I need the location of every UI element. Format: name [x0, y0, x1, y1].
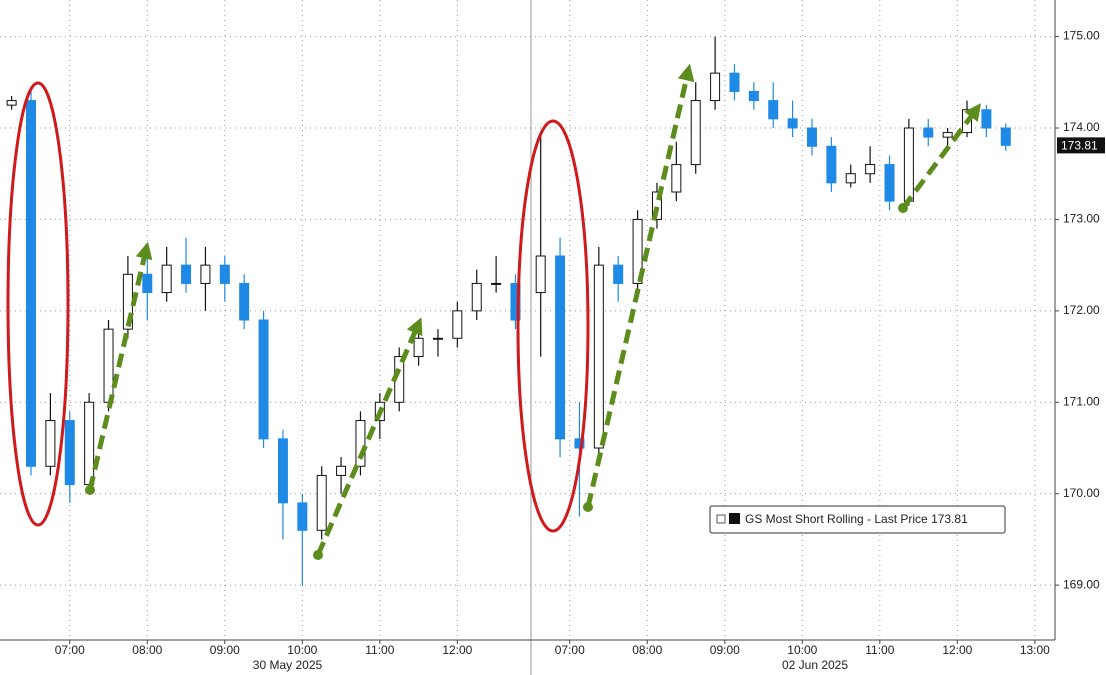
candle-body: [355, 420, 366, 467]
arrow-start: [85, 485, 95, 495]
y-tick-label: 172.00: [1063, 303, 1100, 317]
candle-body: [316, 474, 327, 531]
date-label: 30 May 2025: [253, 658, 323, 672]
y-tick-label: 171.00: [1063, 394, 1100, 408]
last-price-box: [1057, 137, 1105, 154]
axes: 169.00 170.00 171.00 172.00 173.00 174.00 175.…: [55, 29, 1105, 672]
candle-body: [768, 100, 779, 120]
candle-body: [239, 282, 250, 321]
candle-body: [729, 72, 740, 92]
trend-arrow: [87, 241, 153, 491]
legend-swatch: [729, 513, 740, 524]
x-tick-label: 07:00: [55, 643, 85, 657]
candle-body: [806, 127, 817, 147]
candle-body: [574, 438, 585, 449]
candles: [6, 36, 1011, 586]
candle-body: [491, 282, 502, 285]
legend: GS Most Short Rolling - Last Price 173.8…: [709, 505, 1006, 534]
legend-label: GS Most Short Rolling - Last Price 173.8…: [745, 512, 968, 526]
date-label: 02 Jun 2025: [782, 658, 848, 672]
candle-body: [200, 264, 211, 284]
x-tick-label: 11:00: [865, 643, 894, 657]
trend-arrow: [315, 317, 423, 556]
candle-body: [26, 100, 37, 467]
candle-body: [103, 328, 114, 403]
candle-body: [84, 401, 95, 486]
y-tick-label: 170.00: [1063, 486, 1100, 500]
candle-body: [981, 109, 992, 129]
candle-body: [555, 255, 566, 440]
y-tick-label: 174.00: [1063, 120, 1100, 134]
candle-body: [161, 264, 172, 294]
annotations: [6, 63, 982, 560]
candle-body: [651, 191, 662, 220]
candle-body: [510, 282, 521, 321]
candle-body: [452, 310, 463, 339]
candle-body: [45, 420, 56, 467]
arrow-start: [583, 502, 593, 512]
legend-name: GS Most Short Rolling - Last Price: [745, 512, 928, 526]
candle-body: [471, 282, 482, 312]
candle-body: [1000, 127, 1011, 146]
highlight-ellipse: [516, 119, 590, 533]
candle-body: [845, 173, 856, 184]
y-tick-label: 173.00: [1063, 212, 1100, 226]
candle-body: [923, 127, 934, 138]
candle-body: [748, 90, 759, 102]
arrow-start: [898, 203, 908, 213]
x-tick-label: 12:00: [942, 643, 972, 657]
x-tick-label: 10:00: [287, 643, 317, 657]
candle-body: [613, 264, 624, 284]
x-tick-label: 07:00: [555, 643, 585, 657]
candle-body: [671, 164, 682, 193]
candle-body: [632, 218, 643, 284]
legend-toggle[interactable]: [716, 514, 726, 524]
candle-body: [826, 145, 837, 184]
y-tick-label: 169.00: [1063, 577, 1100, 591]
x-tick-label: 09:00: [710, 643, 740, 657]
highlight-ellipse: [6, 81, 70, 527]
candle-body: [181, 264, 192, 284]
legend-box: [709, 505, 1006, 534]
candle-body: [6, 100, 17, 106]
candle-body: [884, 164, 895, 202]
candle-body: [432, 337, 443, 340]
candle-body: [219, 264, 230, 284]
candle-body: [258, 319, 269, 440]
x-tick-label: 13:00: [1020, 643, 1050, 657]
candle-body: [413, 337, 424, 358]
last-price-label: 173.81: [1061, 139, 1098, 153]
candle-body: [593, 264, 604, 449]
candle-body: [336, 465, 347, 476]
x-tick-label: 08:00: [632, 643, 662, 657]
candle-body: [64, 420, 75, 486]
candle-body: [710, 72, 721, 102]
grid: [0, 0, 1055, 640]
candle-body: [903, 127, 914, 202]
candle-body: [865, 164, 876, 175]
candle-body: [142, 273, 153, 294]
y-tick-label: 175.00: [1063, 29, 1100, 43]
candle-body: [942, 132, 953, 138]
legend-last-price: 173.81: [931, 512, 968, 526]
candle-body: [690, 100, 701, 166]
candle-body: [535, 255, 546, 294]
x-tick-label: 08:00: [132, 643, 162, 657]
x-tick-label: 11:00: [365, 643, 394, 657]
x-tick-label: 09:00: [210, 643, 240, 657]
candle-body: [297, 502, 308, 531]
candle-body: [787, 118, 798, 129]
trend-arrow: [585, 63, 695, 508]
candle-body: [277, 438, 288, 504]
x-tick-label: 10:00: [787, 643, 817, 657]
x-tick-label: 12:00: [442, 643, 472, 657]
arrow-start: [313, 550, 323, 560]
